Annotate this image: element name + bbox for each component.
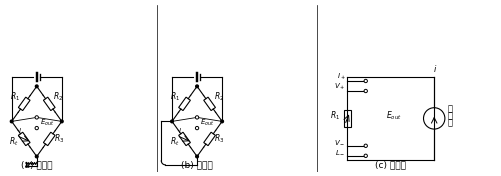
Text: 恒: 恒 — [448, 105, 453, 114]
Text: $i$: $i$ — [433, 63, 437, 74]
Circle shape — [195, 126, 199, 130]
Text: (a) 二线制: (a) 二线制 — [21, 161, 53, 169]
Circle shape — [196, 155, 198, 158]
Circle shape — [61, 120, 63, 123]
Text: $R_1$: $R_1$ — [170, 90, 180, 103]
Text: $l$: $l$ — [178, 126, 182, 135]
Text: $V_-$: $V_-$ — [334, 138, 346, 146]
Text: $R_t$: $R_t$ — [170, 135, 179, 148]
Text: $V_+$: $V_+$ — [334, 82, 346, 92]
Text: $R_t$: $R_t$ — [10, 135, 19, 148]
Circle shape — [364, 79, 367, 83]
Circle shape — [195, 116, 199, 119]
Circle shape — [171, 120, 173, 123]
Text: $I_+$: $I_+$ — [337, 72, 346, 82]
Circle shape — [11, 120, 13, 123]
Circle shape — [36, 85, 38, 88]
Circle shape — [35, 126, 39, 130]
Text: $L_-$: $L_-$ — [335, 148, 346, 156]
Circle shape — [364, 89, 367, 93]
Circle shape — [35, 116, 39, 119]
Text: $E_{out}$: $E_{out}$ — [386, 109, 402, 122]
Text: $l$: $l$ — [18, 126, 22, 135]
Circle shape — [364, 144, 367, 147]
Text: $R_2$: $R_2$ — [213, 90, 224, 103]
Text: $R_1$: $R_1$ — [330, 109, 340, 122]
Text: $R_2$: $R_2$ — [53, 90, 64, 103]
Text: $E_{out}$: $E_{out}$ — [200, 118, 215, 128]
Text: $E_{out}$: $E_{out}$ — [40, 118, 55, 128]
Text: $R_3$: $R_3$ — [214, 133, 224, 145]
Text: (c) 四线制: (c) 四线制 — [375, 161, 406, 169]
Text: $R_1$: $R_1$ — [10, 90, 20, 103]
Circle shape — [221, 120, 223, 123]
Text: (b) 三线制: (b) 三线制 — [181, 161, 213, 169]
Circle shape — [364, 154, 367, 158]
Circle shape — [36, 155, 38, 158]
Circle shape — [196, 85, 198, 88]
Text: 源: 源 — [448, 118, 453, 127]
Text: 流: 流 — [448, 111, 453, 120]
Text: $R_3$: $R_3$ — [54, 133, 64, 145]
